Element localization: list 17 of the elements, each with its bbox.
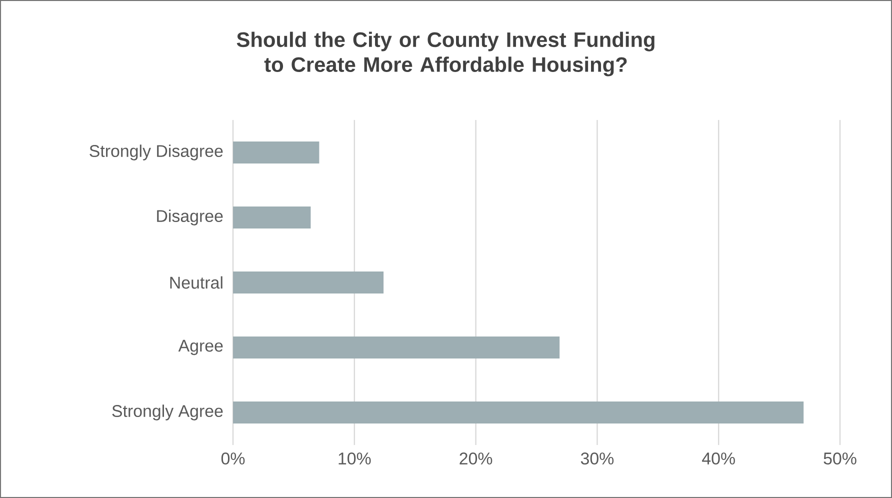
y-tick-label: Agree (178, 340, 223, 356)
bar (233, 271, 384, 294)
x-tick-label: 10% (338, 452, 371, 465)
chart-title: Should the City or County Invest Funding to Create More Affordable Housing? (236, 32, 654, 76)
x-tick-label: 30% (580, 452, 614, 465)
y-tick-label: Strongly Agree (112, 404, 223, 420)
y-tick-label: Neutral (170, 276, 222, 289)
x-tick-label: 50% (824, 452, 856, 465)
y-tick-label: Strongly Disagree (90, 144, 223, 160)
bar (233, 141, 320, 164)
y-tick-label: Disagree (157, 210, 223, 226)
bar (233, 206, 311, 228)
x-tick-label: 40% (702, 452, 735, 465)
bar (233, 336, 560, 358)
x-tick-label: 20% (460, 452, 492, 465)
x-tick-label: 0% (221, 452, 245, 465)
bar (233, 401, 804, 424)
